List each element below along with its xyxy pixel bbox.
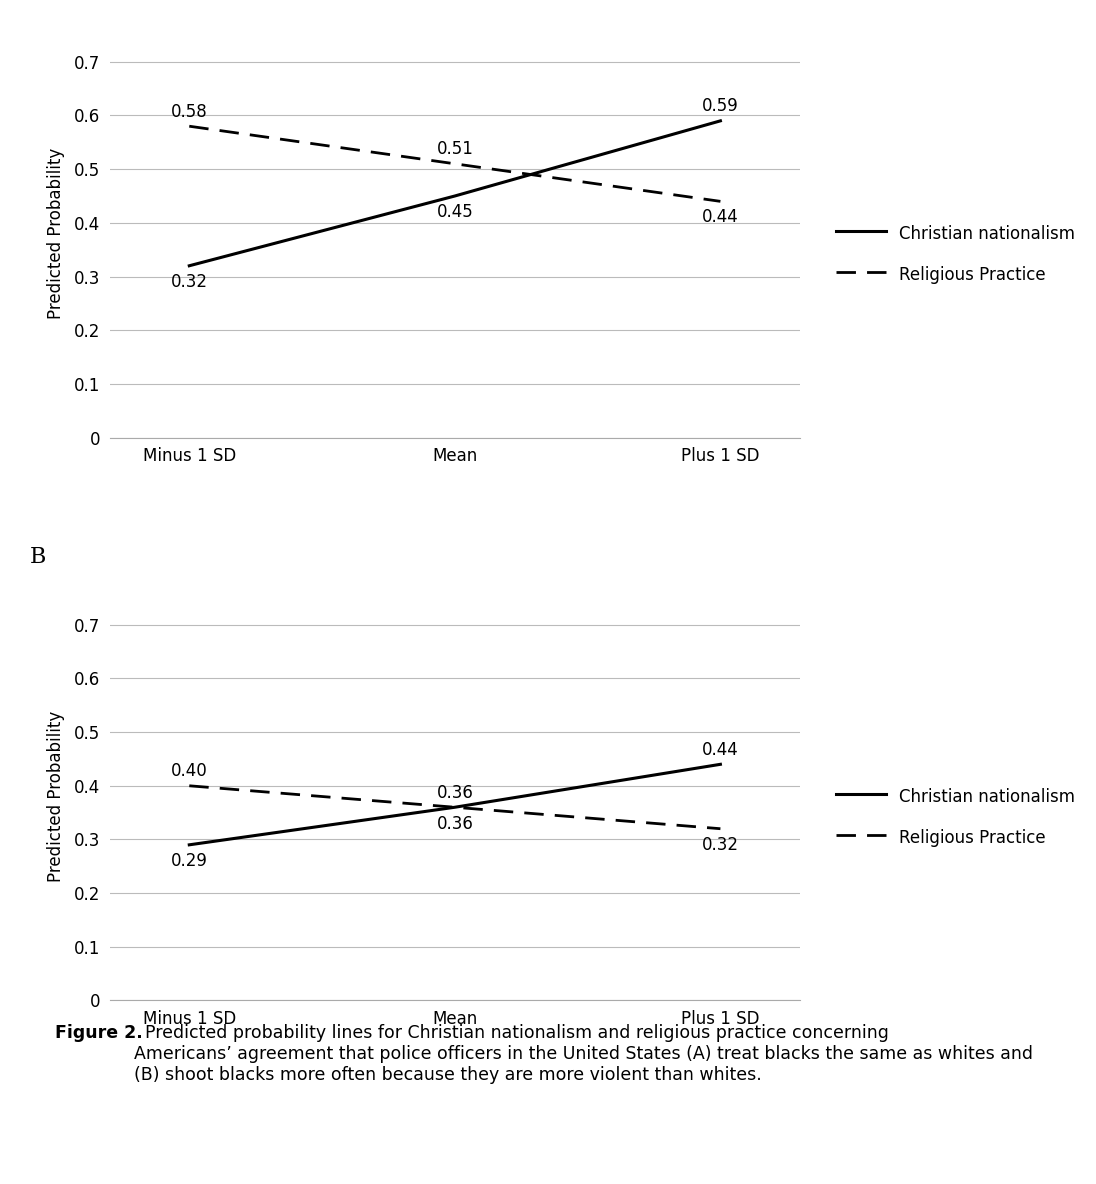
Text: 0.32: 0.32 — [171, 272, 208, 291]
Text: Figure 2.: Figure 2. — [55, 1024, 142, 1042]
Legend: Christian nationalism, Religious Practice: Christian nationalism, Religious Practic… — [836, 224, 1075, 284]
Text: 0.36: 0.36 — [436, 816, 473, 834]
Text: 0.32: 0.32 — [701, 836, 739, 854]
Text: 0.29: 0.29 — [171, 851, 208, 870]
Text: 0.36: 0.36 — [436, 784, 473, 802]
Text: 0.45: 0.45 — [436, 202, 473, 221]
Text: 0.40: 0.40 — [171, 762, 207, 780]
Text: 0.44: 0.44 — [703, 208, 739, 226]
Y-axis label: Predicted Probability: Predicted Probability — [47, 710, 65, 882]
Text: 0.58: 0.58 — [171, 103, 207, 121]
Text: Predicted probability lines for Christian nationalism and religious practice con: Predicted probability lines for Christia… — [134, 1024, 1032, 1083]
Text: 0.51: 0.51 — [436, 141, 473, 159]
Text: A: A — [31, 0, 46, 5]
Text: B: B — [31, 546, 46, 568]
Y-axis label: Predicted Probability: Predicted Probability — [47, 148, 65, 320]
Legend: Christian nationalism, Religious Practice: Christian nationalism, Religious Practic… — [836, 786, 1075, 848]
Text: 0.59: 0.59 — [703, 97, 739, 116]
Text: 0.44: 0.44 — [703, 741, 739, 759]
